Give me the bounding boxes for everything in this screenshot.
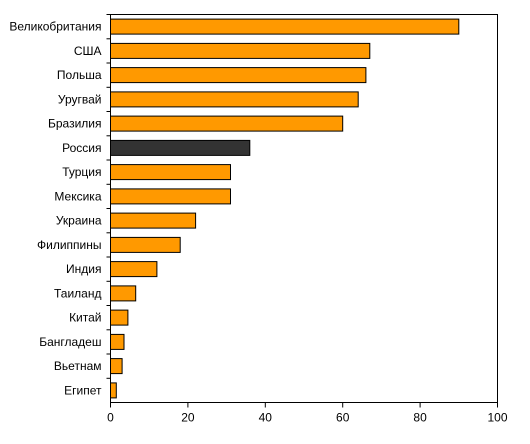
x-tick-label: 40 <box>259 411 273 425</box>
category-label: Вьетнам <box>54 359 102 373</box>
category-label: Украина <box>56 214 102 228</box>
x-tick-label: 0 <box>107 411 114 425</box>
bar-4 <box>110 91 359 108</box>
category-label: Индия <box>66 262 101 276</box>
bar-13 <box>110 309 129 326</box>
bar-9 <box>110 212 197 229</box>
category-label: Уругвай <box>58 92 102 106</box>
bar-11 <box>110 261 158 278</box>
bar-3 <box>110 67 367 84</box>
bars-group <box>110 18 460 399</box>
bar-7 <box>110 164 231 181</box>
bar-10 <box>110 236 181 253</box>
bar-8 <box>110 188 231 205</box>
bar-12 <box>110 285 137 302</box>
category-label: Польша <box>57 68 102 82</box>
category-label: США <box>74 44 102 58</box>
category-labels: Великобритания США Польша Уругвай Бразилия Ро… <box>9 14 111 397</box>
x-tick-label: 20 <box>181 411 195 425</box>
bar-6 <box>110 139 251 156</box>
bar-1 <box>110 18 460 35</box>
bar-15 <box>110 358 123 375</box>
category-label: Китай <box>69 311 101 325</box>
x-tick-label: 100 <box>487 411 507 425</box>
bar-5 <box>110 115 344 132</box>
x-tick-label: 80 <box>413 411 427 425</box>
category-label: Мексика <box>54 189 101 203</box>
category-label: Бангладеш <box>39 335 101 349</box>
bar-14 <box>110 333 125 350</box>
category-label: Россия <box>62 141 101 155</box>
category-label: Бразилия <box>48 117 102 131</box>
bar-2 <box>110 42 371 59</box>
category-label: Великобритания <box>9 20 101 34</box>
category-label: Египет <box>64 383 102 397</box>
category-label: Турция <box>62 165 101 179</box>
x-tick-label: 60 <box>336 411 350 425</box>
category-label: Таиланд <box>54 286 101 300</box>
x-axis-ticks: 0 20 40 60 80 100 <box>107 402 508 425</box>
category-label: Филиппины <box>37 238 101 252</box>
bar-16 <box>110 382 117 399</box>
